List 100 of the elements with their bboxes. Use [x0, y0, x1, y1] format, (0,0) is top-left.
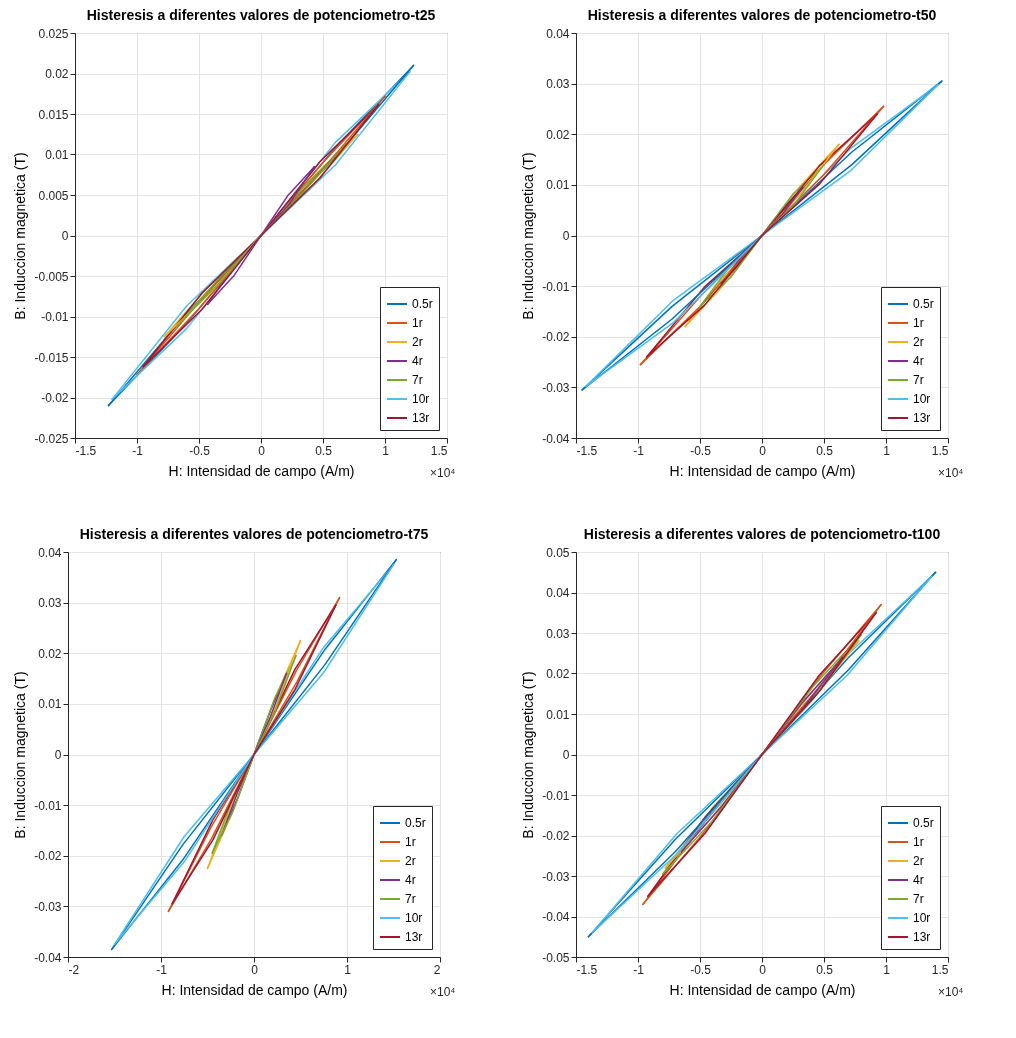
legend-label: 7r — [405, 892, 416, 906]
legend-label: 0.5r — [412, 297, 433, 311]
legend-label: 1r — [913, 316, 924, 330]
y-axis-title: B: Induccion magnetica (T) — [520, 152, 537, 320]
legend-label: 0.5r — [405, 816, 426, 830]
y-tick-label: 0.04 — [546, 586, 570, 600]
legend-label: 0.5r — [913, 297, 934, 311]
y-tick-label: -0.02 — [34, 849, 62, 864]
legend-label: 2r — [405, 854, 416, 868]
x-axis-title: H: Intensidad de campo (A/m) — [168, 462, 355, 479]
legend-label: 4r — [913, 354, 924, 368]
y-tick-label: 0.01 — [546, 707, 570, 722]
y-tick-label: 0.01 — [45, 148, 69, 162]
y-tick-label: 0.03 — [546, 77, 570, 92]
legend-label: 7r — [412, 373, 423, 387]
y-tick-label: -0.025 — [34, 431, 69, 446]
y-tick-label: -0.01 — [34, 798, 62, 813]
legend-label: 0.5r — [913, 816, 934, 830]
y-tick-label: -0.01 — [542, 279, 570, 294]
legend-label: 10r — [405, 911, 423, 925]
chart-title: Histeresis a diferentes valores de potenciometro-t25 — [86, 7, 436, 23]
legend-label: 1r — [913, 835, 924, 849]
x-tick-label: -1.5 — [75, 443, 97, 458]
y-tick-label: 0.04 — [38, 545, 62, 560]
y-tick-label: -0.03 — [542, 869, 570, 884]
x-tick-label: 0.5 — [816, 443, 834, 458]
x-tick-label: 0.5 — [816, 962, 834, 977]
legend-label: 13r — [913, 930, 931, 944]
y-tick-label: 0 — [54, 748, 62, 762]
x-tick-label: 0.5 — [315, 443, 333, 458]
y-tick-label: 0.05 — [546, 545, 570, 560]
x-tick-label: 1 — [344, 962, 352, 977]
y-tick-label: -0.01 — [542, 788, 570, 803]
x-tick-label: -1.5 — [576, 962, 598, 977]
legend-label: 1r — [405, 835, 416, 849]
text: ×10⁴ — [938, 985, 964, 999]
y-tick-label: -0.04 — [542, 910, 570, 924]
x-tick-label: 2 — [433, 962, 441, 977]
y-tick-label: 0 — [562, 229, 570, 243]
legend-label: 13r — [412, 411, 430, 425]
x-tick-label: -1 — [156, 962, 168, 977]
legend-label: 4r — [412, 354, 423, 368]
x-tick-label: 0 — [251, 962, 259, 977]
x-tick-label: 1 — [883, 962, 891, 977]
x-tick-label: -0.5 — [690, 443, 712, 458]
y-tick-label: 0.005 — [38, 188, 69, 203]
y-axis-title: B: Induccion magnetica (T) — [12, 152, 29, 320]
chart-title: Histeresis a diferentes valores de potenciometro-t100 — [583, 526, 941, 542]
y-tick-label: 0.02 — [38, 646, 62, 661]
y-tick-label: -0.05 — [542, 950, 570, 965]
y-tick-label: 0.02 — [45, 67, 69, 81]
x-tick-label: -1 — [132, 443, 144, 458]
y-tick-label: 0.02 — [546, 127, 570, 142]
legend-label: 2r — [412, 335, 423, 349]
x-tick-label: -1.5 — [576, 443, 598, 458]
y-tick-label: -0.03 — [34, 899, 62, 914]
text: ×10⁴ — [430, 985, 456, 999]
legend-label: 13r — [405, 930, 423, 944]
x-tick-label: 1.5 — [931, 443, 949, 458]
y-axis-title: B: Induccion magnetica (T) — [12, 671, 29, 839]
y-tick-label: 0.01 — [546, 178, 570, 193]
legend-label: 4r — [913, 873, 924, 887]
y-tick-label: 0 — [61, 229, 69, 243]
y-tick-label: -0.015 — [34, 350, 69, 365]
y-tick-label: 0.015 — [38, 107, 69, 122]
x-tick-label: -0.5 — [189, 443, 211, 458]
y-tick-label: -0.04 — [542, 431, 570, 446]
y-axis-title: B: Induccion magnetica (T) — [520, 671, 537, 839]
y-tick-label: 0 — [562, 748, 570, 762]
y-tick-label: -0.02 — [542, 330, 570, 345]
text: ×10⁴ — [938, 466, 964, 480]
text: ×10⁴ — [430, 466, 456, 480]
legend-label: 4r — [405, 873, 416, 887]
x-tick-label: -1 — [633, 962, 645, 977]
legend-label: 13r — [913, 411, 931, 425]
y-tick-label: -0.04 — [34, 950, 62, 965]
x-tick-label: 1.5 — [931, 962, 949, 977]
x-tick-label: 1.5 — [430, 443, 448, 458]
x-tick-label: 1 — [382, 443, 390, 458]
legend-label: 7r — [913, 373, 924, 387]
y-tick-label: -0.01 — [41, 310, 69, 324]
y-tick-label: 0.03 — [38, 596, 62, 611]
y-tick-label: 0.03 — [546, 626, 570, 641]
y-tick-label: 0.01 — [38, 697, 62, 712]
x-axis-title: H: Intensidad de campo (A/m) — [669, 462, 856, 479]
y-tick-label: 0.025 — [38, 26, 69, 41]
x-tick-label: 0 — [258, 443, 266, 458]
chart-title: Histeresis a diferentes valores de potenciometro-t75 — [79, 526, 429, 542]
y-tick-label: -0.02 — [41, 391, 69, 405]
y-tick-label: -0.03 — [542, 380, 570, 395]
y-tick-label: 0.02 — [546, 667, 570, 681]
y-tick-label: -0.02 — [542, 829, 570, 843]
chart-title: Histeresis a diferentes valores de potenciometro-t50 — [587, 7, 937, 23]
y-tick-label: -0.005 — [34, 269, 69, 284]
legend-label: 10r — [913, 911, 931, 925]
y-tick-label: 0.04 — [546, 26, 570, 41]
x-tick-label: -2 — [68, 962, 80, 977]
x-axis-title: H: Intensidad de campo (A/m) — [669, 981, 856, 998]
legend-label: 2r — [913, 335, 924, 349]
legend-label: 7r — [913, 892, 924, 906]
